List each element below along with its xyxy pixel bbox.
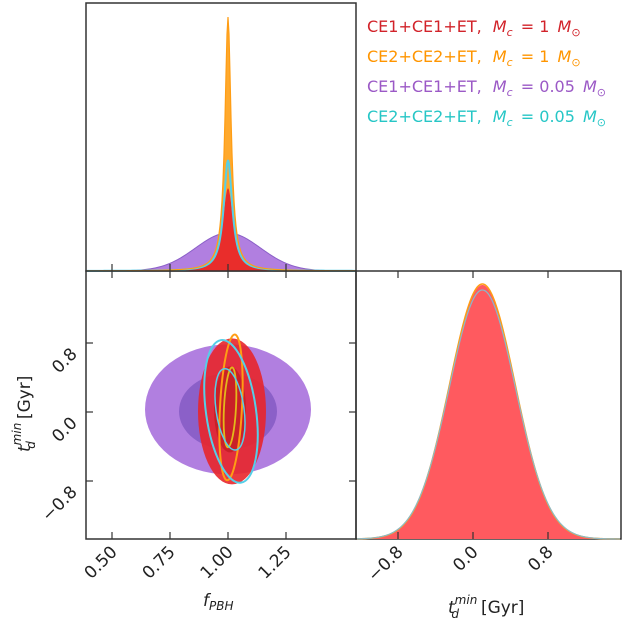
tick-label-td-x: 0.0 (449, 542, 482, 575)
legend-1-eq: = 1 (521, 17, 550, 36)
series-cyan-td-line (356, 289, 621, 540)
legend-3-eq: = 0.05 (521, 77, 575, 96)
x-label-td-unit: [Gyr] (481, 598, 525, 618)
legend-4-sub: c (507, 116, 513, 129)
legend-entry-4: CE2+CE2+ET, Mc = 0.05 M⊙ (367, 107, 606, 130)
legend-3-sun: ⊙ (597, 86, 606, 99)
legend-entry-1: CE1+CE1+ET, Mc = 1 M⊙ (367, 17, 581, 40)
contour-orange-outer (218, 333, 244, 482)
legend-2-unit: M (558, 47, 572, 66)
x-label-td-sub: d (451, 607, 459, 621)
panel-td-marginal (355, 270, 622, 540)
y-axis-label-td: tmind [Gyr] (10, 376, 38, 452)
legend-2-label: CE2+CE2+ET, (367, 47, 482, 66)
legend-1-sub: c (507, 26, 513, 39)
legend-4-m: M (493, 107, 507, 126)
x-axis-label-td: tmin d [Gyr] (448, 593, 524, 621)
contour-orange-inner (222, 366, 238, 449)
y-label-td-sup: min (10, 423, 24, 446)
tick-label-fpbh: 1.25 (255, 542, 296, 583)
panel-fpbh-marginal (85, 2, 357, 272)
contour-cyan-inner (214, 367, 246, 451)
tick-label-td-y: −0.8 (38, 482, 81, 525)
tick-label-fpbh: 0.50 (81, 542, 122, 583)
legend-4-sun: ⊙ (597, 116, 606, 129)
legend: CE1+CE1+ET, Mc = 1 M⊙ CE2+CE2+ET, Mc = 1… (367, 17, 606, 130)
legend-2-eq: = 1 (521, 47, 550, 66)
x-label-fpbh-main: f (203, 591, 212, 611)
legend-1-label: CE1+CE1+ET, (367, 17, 482, 36)
x-label-td-sup: min (455, 593, 478, 607)
legend-1-unit: M (558, 17, 572, 36)
legend-entry-3: CE1+CE1+ET, Mc = 0.05 M⊙ (367, 77, 606, 100)
series-red-marginal (87, 188, 355, 271)
legend-2-m: M (493, 47, 507, 66)
panel-2d-contours (85, 270, 357, 540)
legend-3-label: CE1+CE1+ET, (367, 77, 482, 96)
y-label-td-unit: [Gyr] (15, 376, 35, 420)
contour-cyan-outer (203, 338, 259, 484)
series-red-td-marginal (357, 285, 620, 539)
tick-label-fpbh: 0.75 (139, 542, 180, 583)
legend-1-m: M (493, 17, 507, 36)
legend-1-sun: ⊙ (571, 26, 580, 39)
x-label-td-main: t (448, 598, 456, 618)
legend-entry-2: CE2+CE2+ET, Mc = 1 M⊙ (367, 47, 581, 70)
tick-label-fpbh: 1.00 (197, 542, 238, 583)
tick-label-td-y: 0.0 (48, 413, 81, 446)
tick-label-td-x: −0.8 (364, 542, 407, 585)
legend-4-unit: M (583, 107, 597, 126)
legend-4-label: CE2+CE2+ET, (367, 107, 482, 126)
x-label-fpbh-sub: PBH (209, 599, 234, 613)
tick-label-td-x: 0.8 (524, 542, 557, 575)
y-label-td-main: t (15, 444, 35, 452)
legend-2-sun: ⊙ (571, 56, 580, 69)
legend-4-eq: = 0.05 (521, 107, 575, 126)
legend-3-sub: c (507, 86, 513, 99)
tick-label-td-y: 0.8 (48, 344, 81, 377)
legend-3-m: M (493, 77, 507, 96)
legend-2-sub: c (507, 56, 513, 69)
x-axis-label-fpbh: fPBH (203, 591, 234, 613)
y-label-td-sub: d (24, 441, 38, 449)
legend-3-unit: M (583, 77, 597, 96)
